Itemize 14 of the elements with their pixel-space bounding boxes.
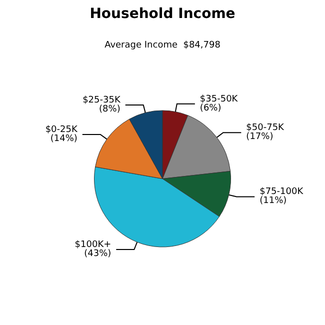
chart-title: Household Income (90, 6, 236, 22)
slice-label: $100K+ (74, 240, 112, 250)
data-label: (17%) (246, 132, 274, 142)
slice-label: $50-75K (246, 123, 286, 134)
slice-label: $25-35K (82, 95, 122, 106)
slice-label: $75-100K (260, 187, 304, 198)
slice-label: $35-50K (200, 94, 239, 104)
data-label: (43%) (84, 249, 112, 260)
data-label: (14%) (50, 134, 78, 144)
slice-label: $0-25K (45, 125, 78, 136)
data-label: (11%) (260, 196, 287, 206)
chart-subtitle: Average Income $84,798 (104, 40, 221, 50)
data-label: (8%) (99, 104, 120, 114)
data-label: (6%) (200, 103, 222, 114)
